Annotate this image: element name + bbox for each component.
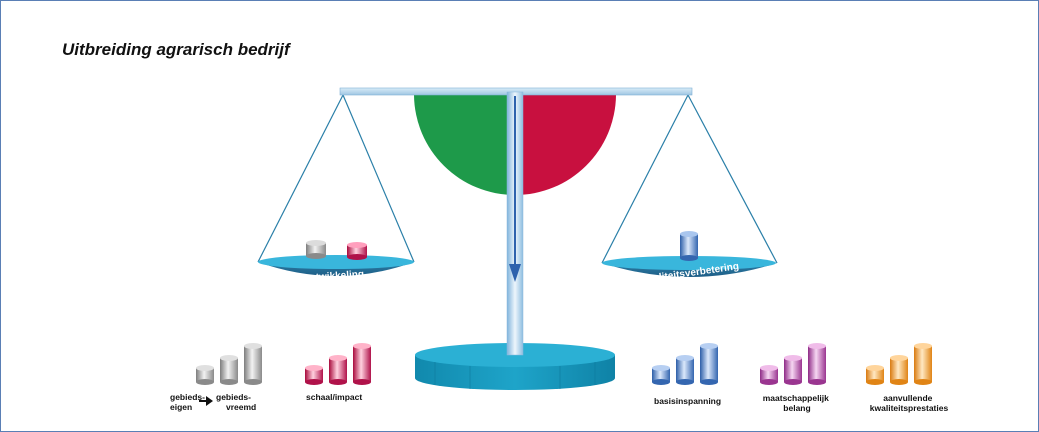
label-gebieds-eigen: gebieds- eigen bbox=[170, 392, 207, 412]
semicircle-green bbox=[414, 95, 515, 195]
right-pan bbox=[602, 256, 777, 277]
label-schaal-impact: schaal/impact bbox=[306, 392, 362, 402]
label-maatschappelijk-belang: maatschappelijk belang bbox=[763, 393, 832, 413]
cylinder-basis-2 bbox=[676, 355, 694, 385]
cylinder-gebieds-1 bbox=[196, 365, 214, 385]
legend-cylinders bbox=[196, 343, 932, 385]
label-gebieds-eigen-line2: eigen bbox=[170, 402, 192, 412]
label-aanvullende-line2: kwaliteitsprestaties bbox=[870, 403, 949, 413]
label-aanvullende-line1: aanvullende bbox=[883, 393, 932, 403]
pan-weight-gray bbox=[306, 240, 326, 259]
right-arrow-icon bbox=[199, 396, 213, 406]
label-aanvullende-kwaliteitsprestaties: aanvullende kwaliteitsprestaties bbox=[870, 393, 949, 413]
cylinder-aanvullend-2 bbox=[890, 355, 908, 385]
label-gebieds-vreemd-line2: vreemd bbox=[226, 402, 256, 412]
cylinder-schaal-2 bbox=[329, 355, 347, 385]
cylinder-basis-1 bbox=[652, 365, 670, 385]
cylinder-gebieds-3 bbox=[244, 343, 262, 385]
cylinder-basis-3 bbox=[700, 343, 718, 385]
label-gebieds-eigen-line1: gebieds- bbox=[170, 392, 205, 402]
diagram-title: Uitbreiding agrarisch bedrijf bbox=[62, 40, 290, 59]
left-pan-strings bbox=[257, 94, 415, 263]
cylinder-aanvullend-1 bbox=[866, 365, 884, 385]
pan-weight-crimson bbox=[347, 242, 367, 260]
cylinder-gebieds-2 bbox=[220, 355, 238, 385]
label-gebieds-vreemd: gebieds- vreemd bbox=[216, 392, 256, 412]
left-pan-label: ontwikkeling bbox=[303, 269, 364, 284]
cylinder-maatschappelijk-2 bbox=[784, 355, 802, 385]
label-basisinspanning-line1: basisinspanning bbox=[654, 396, 721, 406]
label-maatschappelijk-line2: belang bbox=[783, 403, 810, 413]
label-basisinspanning: basisinspanning bbox=[654, 396, 721, 406]
cylinder-maatschappelijk-1 bbox=[760, 365, 778, 385]
right-pan-strings bbox=[601, 94, 778, 264]
label-gebieds-vreemd-line1: gebieds- bbox=[216, 392, 251, 402]
cylinder-aanvullend-3 bbox=[914, 343, 932, 385]
cylinder-maatschappelijk-3 bbox=[808, 343, 826, 385]
down-arrow-icon bbox=[509, 96, 521, 282]
cylinder-schaal-3 bbox=[353, 343, 371, 385]
cylinder-schaal-1 bbox=[305, 365, 323, 385]
label-maatschappelijk-line1: maatschappelijk bbox=[763, 393, 829, 403]
left-pan bbox=[258, 255, 414, 276]
label-schaal-impact-line1: schaal/impact bbox=[306, 392, 362, 402]
pan-weight-blue bbox=[680, 231, 698, 261]
semicircle-red bbox=[515, 95, 616, 195]
